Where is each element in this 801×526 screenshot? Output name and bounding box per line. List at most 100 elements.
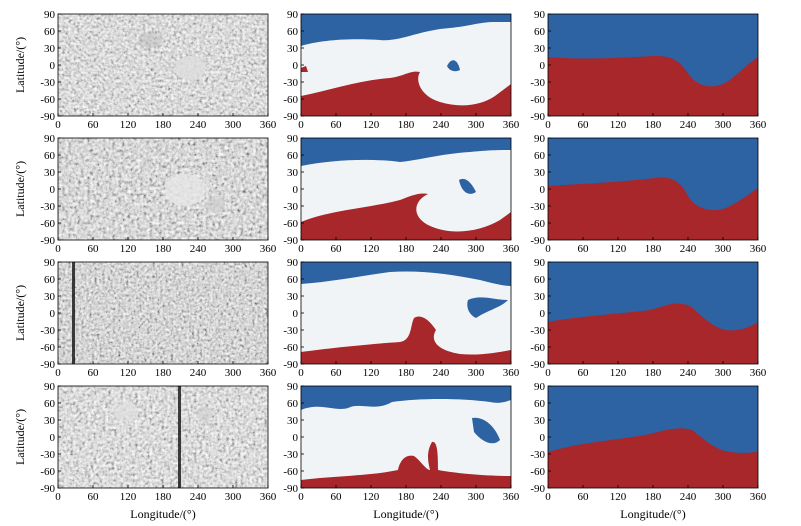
- y-tick-label: -60: [283, 94, 298, 106]
- x-tick-label: 180: [398, 491, 415, 503]
- x-tick-label: 180: [645, 367, 662, 379]
- y-tick-label: 30: [287, 167, 299, 179]
- x-tick-label: 60: [88, 367, 100, 379]
- x-tick-label: 0: [55, 119, 61, 131]
- row-4: [57, 385, 759, 489]
- magnetogram-panel: [57, 385, 269, 489]
- x-tick-label: 300: [468, 119, 485, 131]
- y-tick-label: -30: [40, 449, 55, 461]
- pfss-panel: [300, 385, 512, 489]
- y-tick-label: 90: [44, 381, 56, 393]
- x-tick-label: 360: [503, 243, 520, 255]
- x-tick-label: 0: [545, 491, 551, 503]
- y-tick-label: 90: [287, 257, 299, 269]
- y-axis-title: Latitude/(°): [13, 37, 27, 93]
- y-tick-label: 0: [293, 308, 299, 320]
- x-tick-label: 120: [120, 367, 137, 379]
- y-tick-label: -60: [530, 218, 545, 230]
- y-tick-label: 0: [540, 432, 546, 444]
- x-tick-label: 360: [750, 119, 767, 131]
- y-tick-label: -90: [283, 483, 298, 495]
- y-tick-label: 60: [534, 398, 546, 410]
- row-2: [57, 137, 759, 241]
- x-tick-label: 300: [715, 119, 732, 131]
- x-tick-label: 300: [225, 491, 242, 503]
- y-tick-label: 0: [293, 60, 299, 72]
- y-tick-label: -30: [283, 449, 298, 461]
- y-tick-label: -60: [530, 342, 545, 354]
- x-tick-label: 0: [298, 243, 304, 255]
- y-tick-label: 90: [534, 381, 546, 393]
- x-tick-label: 300: [225, 367, 242, 379]
- x-tick-label: 240: [680, 243, 697, 255]
- y-tick-label: 30: [534, 291, 546, 303]
- y-tick-label: -60: [530, 94, 545, 106]
- x-tick-label: 120: [120, 119, 137, 131]
- y-tick-label: 90: [287, 381, 299, 393]
- x-tick-label: 60: [88, 491, 100, 503]
- x-tick-label: 0: [298, 367, 304, 379]
- x-tick-label: 0: [55, 243, 61, 255]
- polarity-panel: [547, 385, 759, 489]
- y-tick-label: -30: [40, 77, 55, 89]
- pfss-panel: [300, 13, 512, 117]
- y-tick-label: -30: [40, 325, 55, 337]
- y-tick-label: -90: [283, 235, 298, 247]
- x-tick-label: 180: [398, 119, 415, 131]
- polarity-panel: [547, 13, 759, 117]
- y-tick-label: 30: [44, 43, 56, 55]
- x-tick-label: 240: [433, 243, 450, 255]
- x-tick-label: 360: [750, 367, 767, 379]
- y-tick-label: 30: [287, 415, 299, 427]
- y-tick-label: -60: [40, 342, 55, 354]
- y-tick-label: -90: [283, 111, 298, 123]
- y-tick-label: 30: [44, 167, 56, 179]
- x-tick-label: 120: [120, 243, 137, 255]
- x-tick-label: 60: [331, 367, 343, 379]
- x-tick-label: 0: [298, 119, 304, 131]
- x-tick-label: 60: [578, 367, 590, 379]
- polarity-panel: [547, 137, 759, 241]
- y-tick-label: 0: [293, 432, 299, 444]
- x-tick-label: 180: [645, 119, 662, 131]
- y-tick-label: 0: [50, 184, 56, 196]
- y-tick-label: -60: [40, 466, 55, 478]
- y-tick-label: 60: [44, 398, 56, 410]
- y-tick-label: -60: [40, 94, 55, 106]
- x-tick-label: 60: [578, 119, 590, 131]
- x-tick-label: 240: [680, 119, 697, 131]
- x-tick-label: 180: [645, 243, 662, 255]
- x-tick-label: 0: [545, 367, 551, 379]
- y-tick-label: 0: [540, 184, 546, 196]
- y-tick-label: -30: [283, 325, 298, 337]
- y-tick-label: -90: [40, 111, 55, 123]
- x-axis-title: Longitude/(°): [620, 507, 685, 521]
- x-tick-label: 60: [88, 243, 100, 255]
- x-tick-label: 240: [433, 119, 450, 131]
- y-tick-label: -30: [283, 201, 298, 213]
- y-tick-label: 0: [540, 60, 546, 72]
- x-tick-label: 120: [610, 367, 627, 379]
- y-tick-label: 90: [44, 257, 56, 269]
- y-tick-label: 60: [44, 274, 56, 286]
- x-tick-label: 120: [120, 491, 137, 503]
- y-tick-label: -30: [40, 201, 55, 213]
- y-tick-label: -30: [530, 449, 545, 461]
- x-tick-label: 300: [468, 243, 485, 255]
- x-tick-label: 240: [190, 367, 207, 379]
- x-tick-label: 120: [363, 119, 380, 131]
- x-tick-label: 120: [610, 491, 627, 503]
- x-tick-label: 240: [680, 491, 697, 503]
- pfss-panel: [300, 137, 512, 241]
- x-tick-label: 180: [155, 491, 172, 503]
- x-tick-label: 300: [468, 491, 485, 503]
- x-axis-titles: Longitude/(°) Longitude/(°) Longitude/(°…: [130, 507, 685, 521]
- y-tick-label: -90: [530, 359, 545, 371]
- y-tick-label: -30: [530, 325, 545, 337]
- x-tick-label: 0: [298, 491, 304, 503]
- y-axis-title: Latitude/(°): [13, 161, 27, 217]
- x-tick-label: 240: [190, 491, 207, 503]
- y-tick-label: 30: [44, 291, 56, 303]
- x-tick-label: 360: [260, 243, 277, 255]
